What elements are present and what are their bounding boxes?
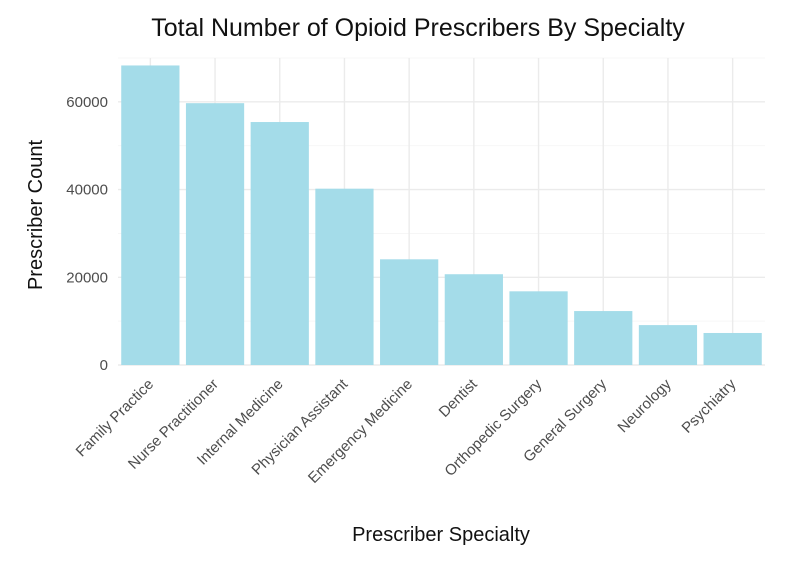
- y-tick-label: 40000: [66, 182, 108, 199]
- y-axis-ticks: 0 20000 40000 60000: [66, 94, 108, 374]
- bar: [574, 311, 633, 365]
- x-tick-label: Dentist: [436, 375, 482, 421]
- bars-layer: [121, 65, 762, 366]
- bar: [250, 122, 309, 365]
- bar: [509, 291, 568, 365]
- y-axis-title: Prescriber Count: [25, 140, 47, 291]
- y-tick-label: 20000: [66, 269, 108, 286]
- bar: [185, 103, 245, 366]
- x-axis-title: Prescriber Specialty: [352, 524, 530, 546]
- x-tick-label: Psychiatry: [679, 375, 740, 436]
- bar: [380, 259, 439, 365]
- chart-title: Total Number of Opioid Prescribers By Sp…: [151, 14, 685, 42]
- bar: [121, 65, 180, 365]
- x-tick-label: Neurology: [614, 375, 675, 436]
- bar: [638, 325, 698, 365]
- y-tick-label: 0: [100, 357, 108, 374]
- bar: [444, 274, 503, 365]
- bar: [315, 188, 374, 365]
- bar: [703, 332, 762, 365]
- y-tick-label: 60000: [66, 94, 108, 111]
